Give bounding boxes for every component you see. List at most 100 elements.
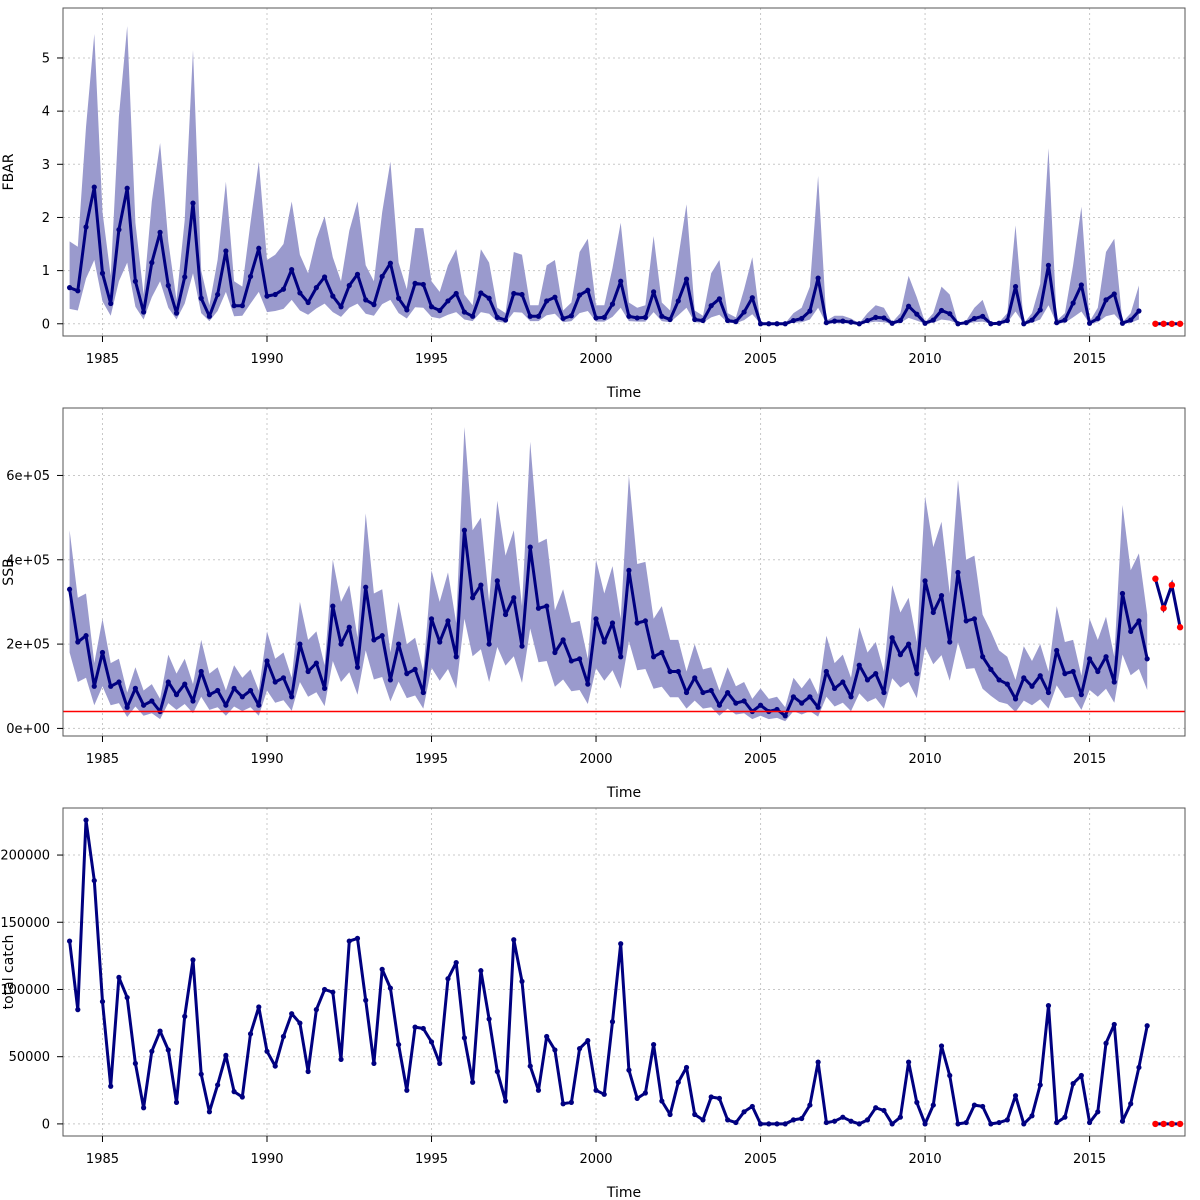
x-axis-title-fbar: Time xyxy=(606,385,641,401)
catch-forecast-point xyxy=(1152,1120,1159,1128)
catch-point xyxy=(330,989,336,995)
ssb-point xyxy=(511,595,517,601)
ssb-point xyxy=(396,641,402,647)
catch-point xyxy=(560,1101,566,1107)
fbar-point xyxy=(675,298,681,304)
fbar-point xyxy=(782,321,788,327)
catch-point xyxy=(75,1007,81,1013)
x-tick-label: 1990 xyxy=(250,1152,283,1167)
fbar-point xyxy=(66,285,73,291)
fbar-point xyxy=(823,320,829,326)
fbar-point xyxy=(494,314,500,320)
catch-point xyxy=(914,1099,920,1105)
y-tick-label: 50000 xyxy=(9,1050,50,1065)
ssb-forecast-point xyxy=(1168,581,1176,589)
fbar-point xyxy=(354,271,361,277)
fbar-point xyxy=(930,317,936,323)
catch-point xyxy=(749,1103,755,1110)
catch-point xyxy=(272,1063,278,1069)
catch-point xyxy=(700,1117,706,1123)
catch-point xyxy=(338,1056,344,1062)
catch-point xyxy=(831,1118,838,1124)
ssb-point xyxy=(124,704,130,710)
ssb-point xyxy=(807,694,813,700)
x-tick-label: 1990 xyxy=(250,352,283,367)
catch-point xyxy=(782,1121,788,1127)
ssb-point xyxy=(247,687,254,694)
catch-point xyxy=(387,985,393,991)
ssb-point xyxy=(618,654,624,660)
fbar-point xyxy=(346,282,352,289)
fbar-point xyxy=(897,317,903,324)
ssb-point xyxy=(354,664,361,670)
catch-point xyxy=(297,1020,303,1026)
fbar-point xyxy=(470,313,476,319)
catch-point xyxy=(790,1117,797,1123)
ssb-point xyxy=(371,637,377,643)
ssb-point xyxy=(519,643,525,649)
ssb-point xyxy=(1144,656,1150,662)
ssb-point xyxy=(815,704,821,710)
ssb-point xyxy=(66,586,73,592)
ssb-point xyxy=(313,660,319,666)
catch-point xyxy=(1095,1109,1101,1115)
fbar-point xyxy=(914,311,920,317)
fbar-point xyxy=(815,275,821,281)
ssb-point xyxy=(437,639,443,645)
ssb-point xyxy=(132,685,138,691)
fbar-point xyxy=(1095,315,1101,322)
ssb-point xyxy=(823,668,829,675)
x-axis-fbar: 1985 1990 1995 2000 2005 2010 2015 xyxy=(86,336,1106,367)
catch-point xyxy=(1037,1082,1043,1088)
panel-ssb: 1985 1990 1995 2000 2005 2010 2015 0e+00 2e+05 4… xyxy=(1,407,1186,801)
catch-point xyxy=(651,1041,657,1048)
fbar-point xyxy=(1037,307,1043,313)
catch-point xyxy=(856,1121,862,1127)
y-axis-title-fbar: FBAR xyxy=(1,153,17,190)
fbar-point xyxy=(980,313,986,319)
x-tick-label: 2000 xyxy=(579,352,612,367)
catch-point xyxy=(576,1046,583,1052)
ssb-point xyxy=(914,671,920,677)
fbar-point xyxy=(683,276,690,282)
fbar-point xyxy=(790,317,797,324)
x-tick-label: 2010 xyxy=(909,752,942,767)
catch-point xyxy=(889,1121,895,1127)
fbar-point xyxy=(412,280,418,286)
catch-point xyxy=(692,1111,698,1118)
ssb-point xyxy=(297,641,303,647)
catch-point xyxy=(519,978,525,985)
ssb-point xyxy=(757,702,764,708)
fbar-point xyxy=(535,313,542,319)
catch-point xyxy=(1062,1114,1068,1120)
x-tick-label: 1995 xyxy=(415,352,448,367)
fbar-point xyxy=(576,292,583,298)
ssb-point xyxy=(379,633,385,639)
catch-point xyxy=(1119,1118,1126,1124)
y-tick-label: 150000 xyxy=(0,916,50,931)
catch-point xyxy=(461,1035,468,1041)
ssb-point xyxy=(445,618,451,624)
ssb-point xyxy=(239,694,245,700)
ssb-point xyxy=(544,603,550,609)
ssb-point xyxy=(568,658,574,664)
catch-point xyxy=(165,1047,171,1053)
y-tick-label: 100000 xyxy=(0,983,50,998)
catch-point xyxy=(437,1060,443,1067)
ssb-point xyxy=(461,527,468,533)
ssb-point xyxy=(108,683,114,689)
ssb-forecast-points xyxy=(1152,575,1184,631)
y-tick-label: 1 xyxy=(42,264,50,279)
ssb-point xyxy=(305,668,311,675)
ssb-point xyxy=(223,702,229,708)
ssb-point xyxy=(1054,647,1060,654)
fbar-point xyxy=(873,314,879,320)
ssb-point xyxy=(733,700,739,706)
ssb-point xyxy=(453,654,459,660)
fbar-point xyxy=(1136,308,1142,314)
ssb-point xyxy=(1103,654,1109,660)
catch-point xyxy=(264,1048,270,1054)
fbar-point xyxy=(239,303,245,309)
fbar-point xyxy=(396,295,402,301)
fbar-point xyxy=(182,274,188,280)
